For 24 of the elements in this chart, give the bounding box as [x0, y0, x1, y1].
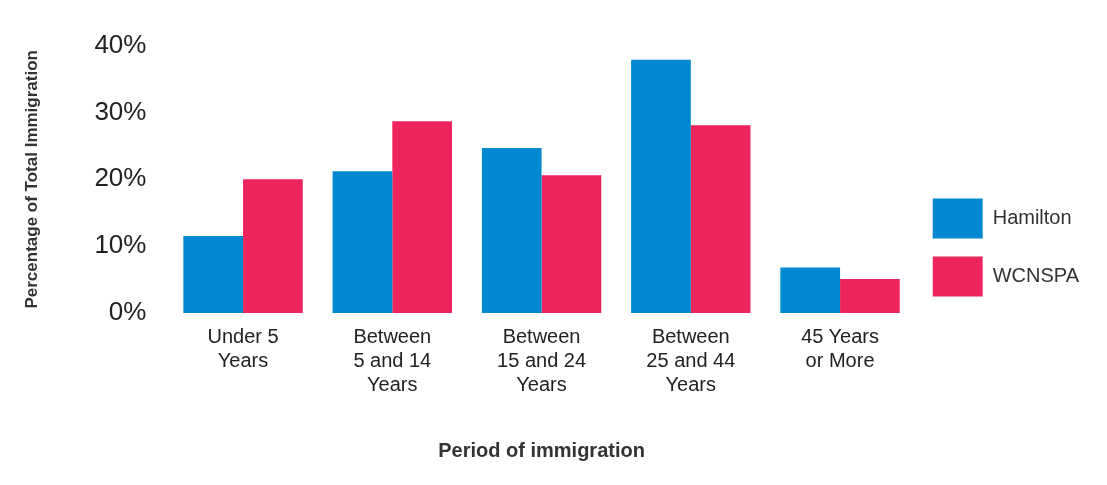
bar	[840, 278, 900, 313]
bar	[631, 59, 691, 313]
y-axis-title: Percentage of Total Immigration	[21, 50, 41, 309]
y-tick-label: 30%	[94, 95, 147, 126]
legend-label: WCNSPA	[992, 264, 1080, 287]
y-tick-label: 10%	[94, 229, 147, 260]
x-tick-label: Between 15 and 24 Years	[497, 324, 587, 395]
bar	[332, 171, 393, 313]
bar	[481, 147, 542, 313]
y-tick-label: 20%	[94, 162, 147, 193]
x-tick-label: Between 5 and 14 Years	[353, 324, 432, 395]
x-axis-title: Period of immigration	[438, 438, 645, 461]
x-tick-label: Between 25 and 44 Years	[646, 324, 736, 395]
bar	[780, 267, 841, 313]
bar	[690, 125, 751, 313]
bar	[392, 121, 453, 313]
bar	[541, 175, 602, 313]
x-tick-label: 45 Years or More	[801, 324, 879, 371]
bar	[183, 236, 244, 313]
bar	[243, 179, 303, 313]
y-tick-label: 40%	[94, 28, 147, 59]
x-tick-label: Under 5 Years	[207, 324, 279, 371]
legend-label: Hamilton	[992, 206, 1072, 229]
y-tick-label: 0%	[108, 296, 147, 327]
